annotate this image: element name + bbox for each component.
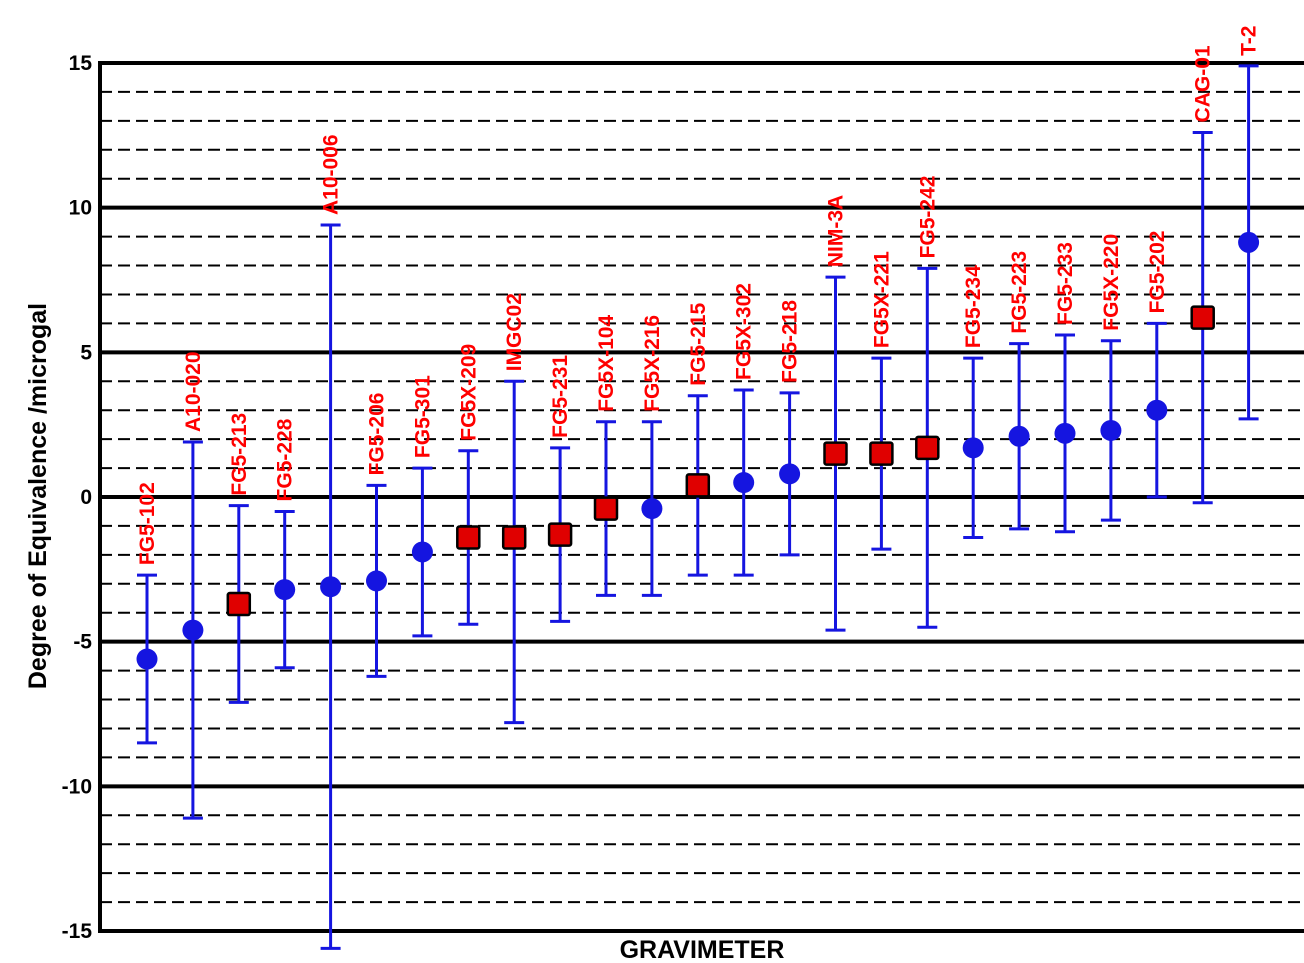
data-point-circle: [320, 576, 342, 598]
y-tick-label: -5: [73, 631, 92, 654]
instrument-label: FG5-223: [1008, 251, 1031, 334]
data-point-circle: [1054, 422, 1076, 444]
instrument-label: FG5X-209: [457, 344, 480, 441]
instrument-label: FG5X-216: [641, 315, 664, 412]
y-tick-label: -10: [62, 775, 92, 798]
y-tick-label: -15: [62, 920, 93, 943]
data-point-circle: [641, 498, 663, 520]
instrument-label: FG5-215: [687, 303, 710, 386]
y-tick-label: 0: [80, 486, 92, 509]
data-point-circle: [182, 619, 204, 641]
instrument-label: T-2: [1238, 26, 1261, 56]
instrument-label: FG5X-221: [870, 251, 893, 348]
instrument-label: FG5-234: [962, 265, 985, 348]
instrument-label: FG5X-220: [1100, 234, 1123, 331]
data-point-square: [685, 473, 711, 498]
data-point-circle: [1008, 425, 1030, 447]
y-tick-label: 10: [69, 197, 92, 220]
grid-layer: [98, 61, 1304, 933]
data-point-circle: [962, 437, 984, 459]
instrument-label: FG5-242: [916, 176, 939, 259]
instrument-label: FG5-233: [1054, 242, 1077, 325]
data-point-square: [547, 522, 573, 547]
y-tick-label: 5: [80, 341, 92, 364]
data-point-circle: [411, 541, 433, 563]
data-point-circle: [1100, 419, 1122, 441]
data-point-square: [226, 591, 252, 617]
data-point-circle: [779, 463, 801, 485]
instrument-label: A10-006: [320, 134, 343, 215]
instrument-label: FG5-206: [366, 393, 389, 476]
instrument-label: CAG-01: [1192, 45, 1215, 122]
instrument-label: FG5X-302: [733, 283, 756, 380]
instrument-label: FG5-218: [779, 300, 802, 383]
data-point-square: [1190, 305, 1215, 330]
x-axis-title: GRAVIMETER: [620, 936, 785, 963]
instrument-label: FG5-231: [549, 355, 572, 438]
instrument-label: FG5-102: [136, 482, 159, 565]
data-point-square: [915, 435, 940, 461]
data-point-square: [501, 525, 527, 550]
instrument-label: NIM-3A: [825, 195, 848, 267]
data-markers: [136, 231, 1260, 670]
instrument-label: IMGC02: [503, 293, 526, 371]
data-point-square: [593, 496, 619, 521]
instrument-label: FG5-213: [228, 413, 251, 496]
data-point-square: [869, 441, 894, 466]
data-point-square: [823, 441, 848, 466]
instrument-labels: FG5-102 A10-020 FG5-213 FG5-228 A10-006 FG5-2…: [136, 26, 1261, 566]
data-point-circle: [1238, 231, 1260, 253]
instrument-label: FG5-301: [411, 375, 434, 458]
y-tick-labels: 15 10 5 0 -5 -10 -15: [62, 52, 93, 943]
data-point-circle: [136, 648, 158, 670]
y-tick-label: 15: [69, 52, 93, 75]
data-point-circle: [274, 579, 296, 601]
data-point-circle: [1146, 399, 1168, 421]
instrument-label: FG5-202: [1146, 231, 1169, 314]
data-point-circle: [733, 472, 755, 494]
instrument-label: FG5-228: [274, 418, 297, 501]
instrument-label: A10-020: [182, 351, 205, 432]
y-axis-title: Degree of Equivalence /microgal: [24, 303, 52, 689]
data-point-circle: [366, 570, 387, 592]
data-point-square: [456, 525, 481, 550]
instrument-label: FG5X-104: [595, 315, 618, 412]
